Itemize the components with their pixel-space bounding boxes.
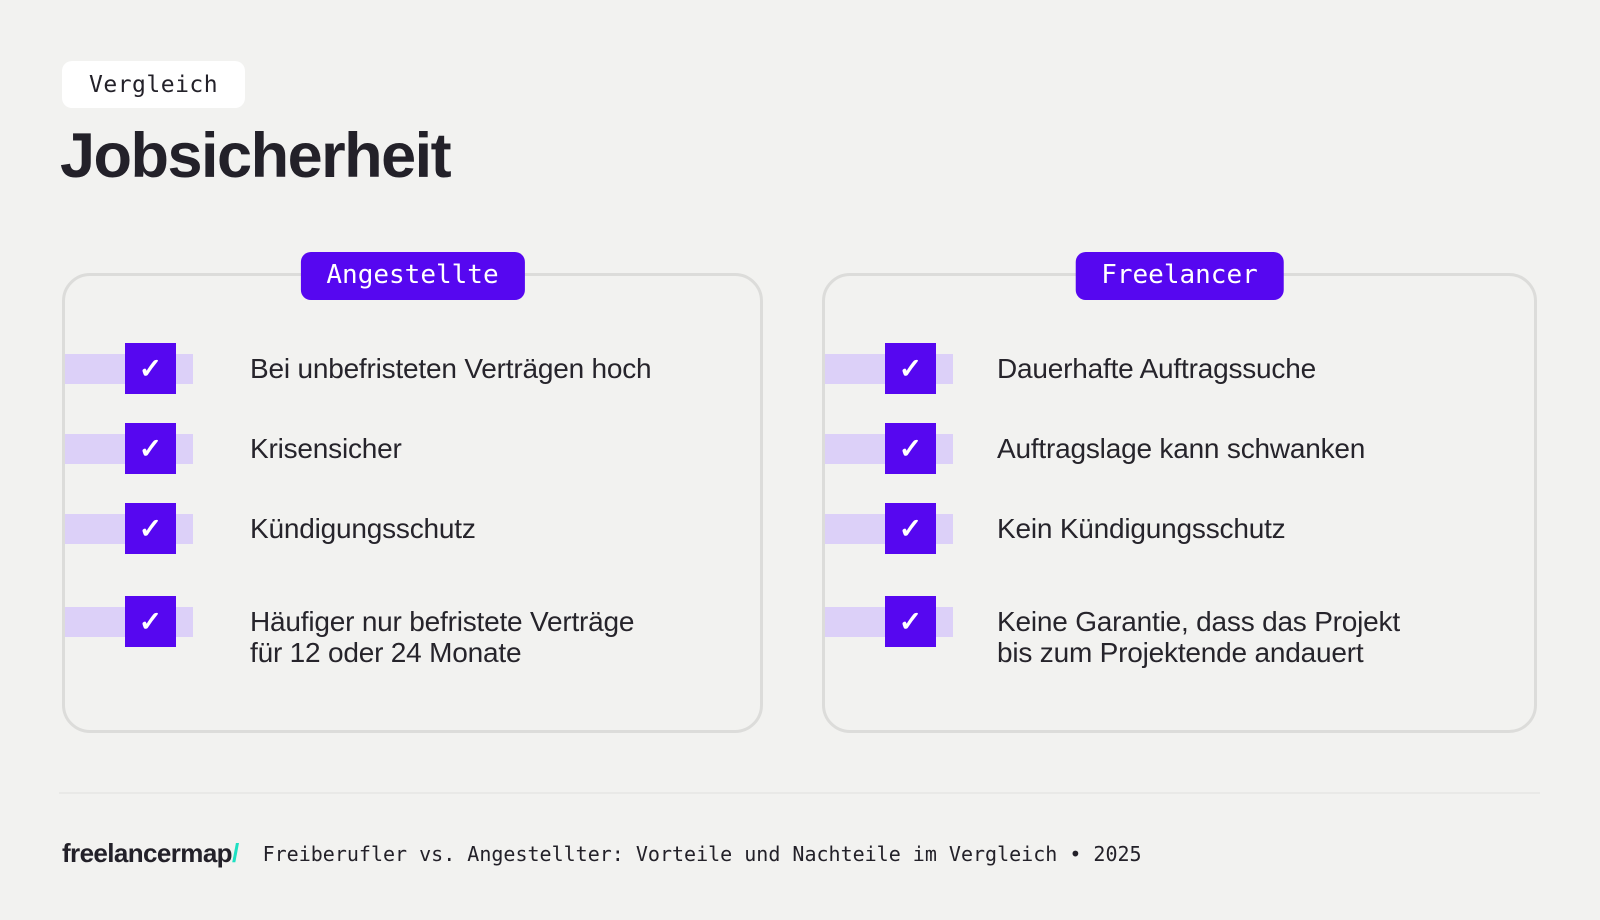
check-icon: ✓: [125, 423, 176, 474]
card-freelancer-badge: Freelancer: [1075, 252, 1284, 300]
check-icon: ✓: [125, 503, 176, 554]
list-item-text: Keine Garantie, dass das Projekt bis zum…: [997, 605, 1400, 668]
list-item: ✓ Krisensicher: [65, 423, 760, 474]
checkmark-glyph: ✓: [138, 605, 163, 637]
list-item-text: Häufiger nur befristete Verträge für 12 …: [250, 605, 635, 668]
list-item-text: Kündigungsschutz: [250, 512, 476, 544]
checkmark-glyph: ✓: [138, 512, 163, 544]
card-freelancer: Freelancer ✓ Dauerhafte Auftragssuche ✓ …: [822, 252, 1537, 733]
check-icon: ✓: [125, 596, 176, 647]
checkmark-glyph: ✓: [898, 432, 923, 464]
list-item: ✓ Kündigungsschutz: [65, 503, 760, 554]
list-item-text: Auftragslage kann schwanken: [997, 432, 1366, 464]
category-tag: Vergleich: [62, 61, 246, 108]
checkmark-glyph: ✓: [898, 512, 923, 544]
logo-slash-icon: /: [231, 838, 239, 868]
comparison-columns: Angestellte ✓ Bei unbefristeten Verträge…: [62, 252, 1537, 733]
footer-divider: [59, 792, 1540, 794]
list-item: ✓ Auftragslage kann schwanken: [825, 423, 1534, 474]
list-item: ✓ Kein Kündigungsschutz: [825, 503, 1534, 554]
list-item-text: Dauerhafte Auftragssuche: [997, 352, 1316, 384]
footer-caption: Freiberufler vs. Angestellter: Vorteile …: [262, 841, 1142, 866]
category-tag-label: Vergleich: [89, 71, 219, 98]
list-item-text: Krisensicher: [250, 432, 402, 464]
check-icon: ✓: [125, 343, 176, 394]
list-item-text: Kein Kündigungsschutz: [997, 512, 1286, 544]
list-item: ✓ Häufiger nur befristete Verträge für 1…: [65, 596, 760, 668]
check-icon: ✓: [885, 343, 936, 394]
card-angestellte: Angestellte ✓ Bei unbefristeten Verträge…: [62, 252, 763, 733]
card-angestellte-list: ✓ Bei unbefristeten Verträgen hoch ✓ Kri…: [65, 276, 760, 668]
check-icon: ✓: [885, 423, 936, 474]
page-title: Jobsicherheit: [60, 121, 452, 191]
checkmark-glyph: ✓: [138, 352, 163, 384]
list-item-text: Bei unbefristeten Verträgen hoch: [250, 352, 652, 384]
checkmark-glyph: ✓: [898, 605, 923, 637]
check-icon: ✓: [885, 503, 936, 554]
freelancermap-logo: freelancermap/: [62, 838, 239, 869]
list-item: ✓ Dauerhafte Auftragssuche: [825, 343, 1534, 394]
card-freelancer-list: ✓ Dauerhafte Auftragssuche ✓ Auftragslag…: [825, 276, 1534, 668]
footer: freelancermap/ Freiberufler vs. Angestel…: [62, 838, 1142, 869]
list-item: ✓ Bei unbefristeten Verträgen hoch: [65, 343, 760, 394]
checkmark-glyph: ✓: [138, 432, 163, 464]
checkmark-glyph: ✓: [898, 352, 923, 384]
logo-wordmark: freelancermap: [62, 838, 233, 868]
card-angestellte-badge: Angestellte: [300, 252, 525, 300]
list-item: ✓ Keine Garantie, dass das Projekt bis z…: [825, 596, 1534, 668]
check-icon: ✓: [885, 596, 936, 647]
